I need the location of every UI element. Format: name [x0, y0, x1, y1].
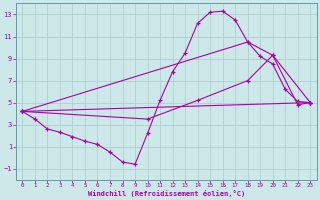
X-axis label: Windchill (Refroidissement éolien,°C): Windchill (Refroidissement éolien,°C)	[88, 190, 245, 197]
